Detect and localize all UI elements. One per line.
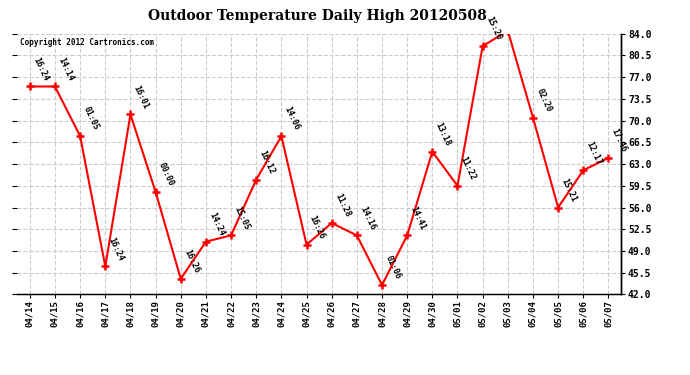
Text: 11:22: 11:22 xyxy=(459,155,477,182)
Text: 13:18: 13:18 xyxy=(434,121,453,147)
Text: 14:06: 14:06 xyxy=(283,105,302,132)
Text: 16:12: 16:12 xyxy=(257,149,277,176)
Text: 15:21: 15:21 xyxy=(560,177,578,203)
Text: Outdoor Temperature Daily High 20120508: Outdoor Temperature Daily High 20120508 xyxy=(148,9,486,23)
Text: 16:26: 16:26 xyxy=(182,248,201,275)
Text: 01:06: 01:06 xyxy=(384,255,402,281)
Text: 01:05: 01:05 xyxy=(81,105,100,132)
Text: 12:17: 12:17 xyxy=(584,140,603,166)
Text: 14:14: 14:14 xyxy=(57,56,75,82)
Text: Copyright 2012 Cartronics.com: Copyright 2012 Cartronics.com xyxy=(20,38,155,46)
Text: 17:46: 17:46 xyxy=(610,127,629,154)
Text: 16:01: 16:01 xyxy=(132,84,150,110)
Text: 02:20: 02:20 xyxy=(534,87,553,113)
Text: 14:16: 14:16 xyxy=(358,205,377,231)
Text: 14:41: 14:41 xyxy=(408,205,427,231)
Text: 16:24: 16:24 xyxy=(107,236,126,262)
Text: 00:00: 00:00 xyxy=(157,161,176,188)
Text: 15:20: 15:20 xyxy=(484,15,503,42)
Text: 16:26: 16:26 xyxy=(308,214,326,241)
Text: 11:28: 11:28 xyxy=(333,192,352,219)
Text: 14:07: 14:07 xyxy=(0,374,1,375)
Text: 15:05: 15:05 xyxy=(233,205,251,231)
Text: 14:24: 14:24 xyxy=(207,211,226,237)
Text: 16:24: 16:24 xyxy=(31,56,50,82)
